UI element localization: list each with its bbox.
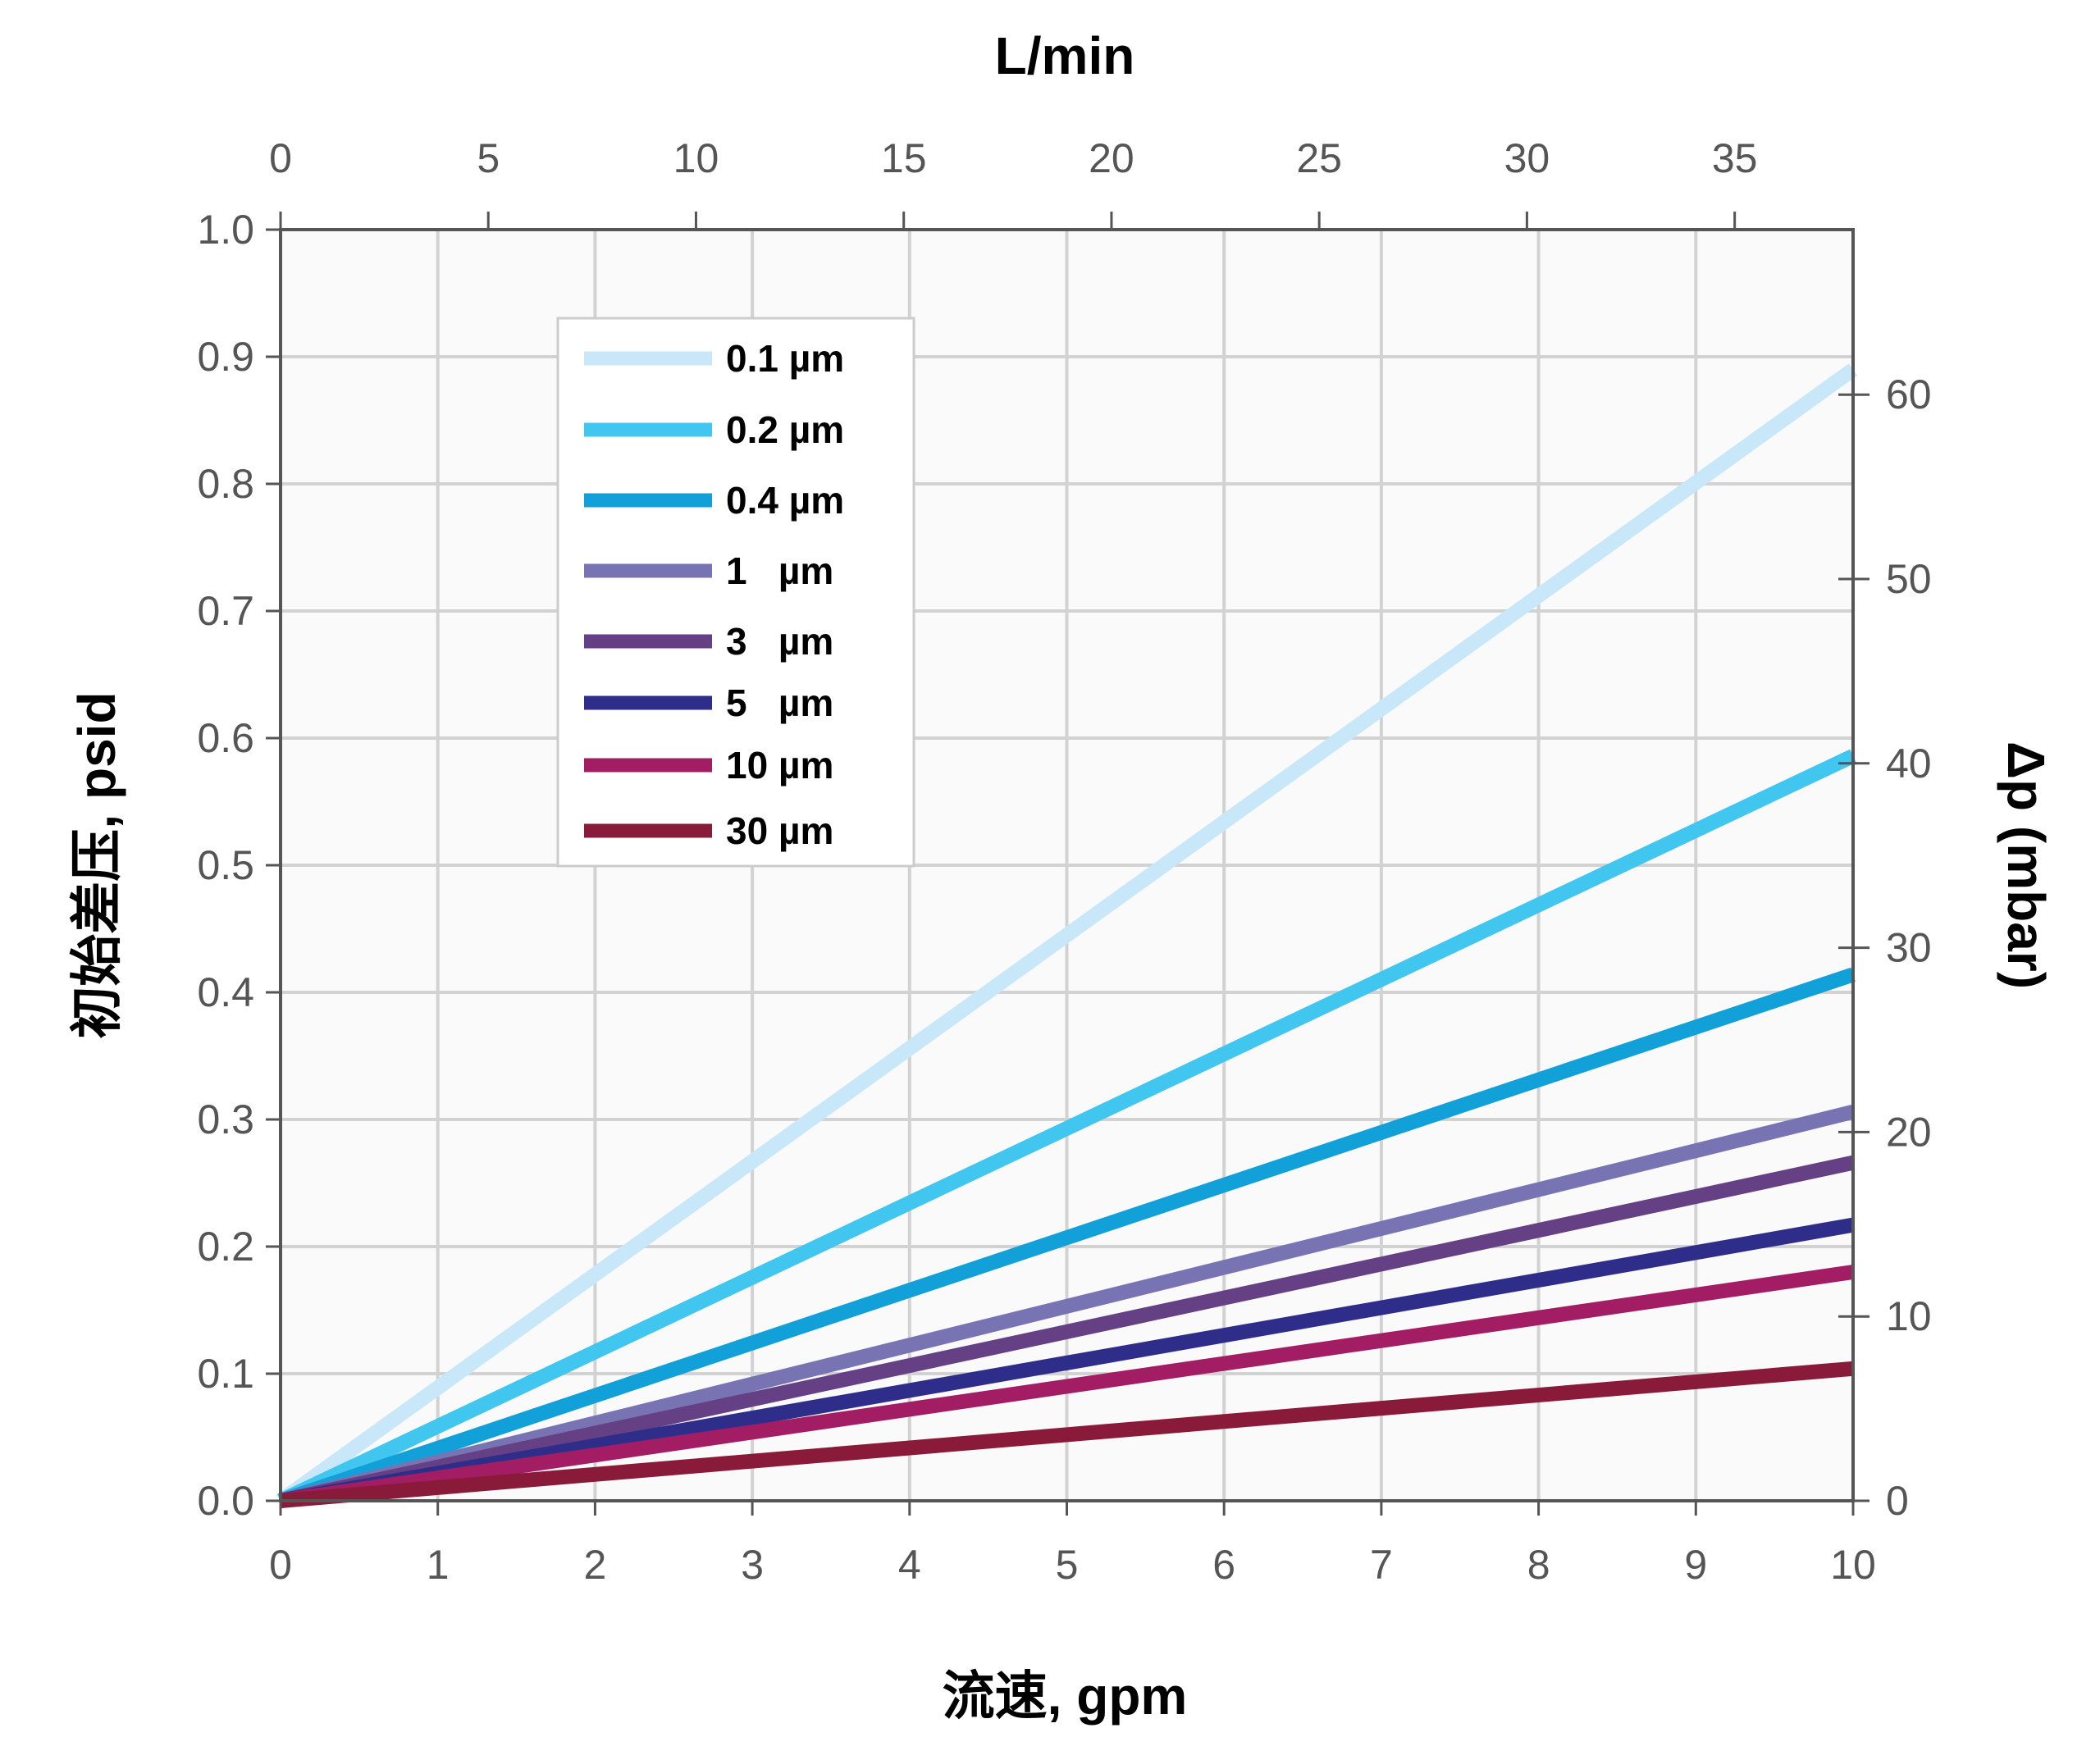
x-bottom-tick-label: 7 [1370,1542,1393,1588]
y-left-tick-label: 1.0 [197,207,254,253]
y-left-tick-label: 0.3 [197,1096,254,1142]
y-left-axis-title: 初始差压, psid [67,691,126,1038]
legend-label: 0.4 µm [726,479,844,522]
axes-layer: 0 1 2 3 4 5 6 7 8 9 100 5 10 15 20 25 30 350.00.10.20.30.… [197,135,1931,1588]
series-line-1 [277,749,1856,1508]
series-line-0 [276,363,1858,1507]
series-line-2 [278,967,1856,1508]
legend-label: 1 µm [726,549,833,592]
x-bottom-axis-title: 流速, gpm [943,1666,1188,1726]
y-right-axis-title: Δp (mbar) [1997,741,2056,989]
y-left-tick-label: 0.0 [197,1478,254,1524]
series-line-5 [279,1217,1855,1508]
x-top-tick-label: 25 [1296,135,1342,181]
y-left-tick-label: 0.2 [197,1224,254,1270]
y-left-tick-label: 0.7 [197,588,254,634]
y-right-tick-label: 20 [1886,1109,1932,1155]
x-top-tick-label: 35 [1712,135,1758,181]
legend-label: 5 µm [726,682,833,724]
x-bottom-tick-label: 10 [1830,1542,1876,1588]
y-left-tick-label: 0.6 [197,715,254,761]
legend-label: 0.2 µm [726,408,844,451]
y-left-tick-label: 0.5 [197,842,254,888]
y-left-tick-label: 0.4 [197,969,254,1015]
y-right-tick-label: 50 [1886,556,1932,602]
series-line-7 [280,1361,1854,1508]
x-top-tick-label: 30 [1504,135,1550,181]
x-bottom-tick-label: 1 [427,1542,450,1588]
x-top-tick-label: 10 [673,135,719,181]
legend-label: 3 µm [726,620,833,663]
x-bottom-tick-label: 2 [583,1542,606,1588]
y-right-tick-label: 60 [1886,372,1932,417]
x-bottom-tick-label: 8 [1527,1542,1550,1588]
legend: 0.1 µm 0.2 µm 0.4 µm 1 µm 3 µm 5 µm 10 µm 30 µm [556,317,915,868]
x-top-tick-label: 20 [1089,135,1134,181]
legend-box [556,317,915,868]
series-line-6 [279,1265,1855,1508]
legend-label: 30 µm [726,809,833,852]
series-line-3 [278,1104,1856,1508]
y-left-tick-label: 0.8 [197,461,254,507]
legend-items: 0.1 µm 0.2 µm 0.4 µm 1 µm 3 µm 5 µm 10 µm 30 µm [584,337,844,852]
x-bottom-tick-label: 6 [1212,1542,1235,1588]
x-bottom-tick-label: 3 [741,1542,764,1588]
series-layer [276,363,1858,1508]
y-right-tick-label: 0 [1886,1478,1909,1524]
x-top-axis-title: L/min [995,26,1135,85]
y-right-tick-label: 30 [1886,925,1932,971]
x-bottom-tick-label: 9 [1684,1542,1707,1588]
x-top-tick-label: 0 [269,135,292,181]
x-bottom-tick-label: 4 [898,1542,921,1588]
y-right-tick-label: 40 [1886,741,1932,786]
legend-label: 10 µm [726,744,833,786]
x-bottom-tick-label: 0 [269,1542,292,1588]
x-top-tick-label: 15 [881,135,927,181]
legend-label: 0.1 µm [726,337,844,380]
y-left-tick-label: 0.1 [197,1351,254,1397]
series-line-4 [279,1155,1855,1508]
y-left-tick-label: 0.9 [197,334,254,380]
y-right-tick-label: 10 [1886,1293,1932,1339]
x-top-tick-label: 5 [477,135,500,181]
x-bottom-tick-label: 5 [1056,1542,1079,1588]
